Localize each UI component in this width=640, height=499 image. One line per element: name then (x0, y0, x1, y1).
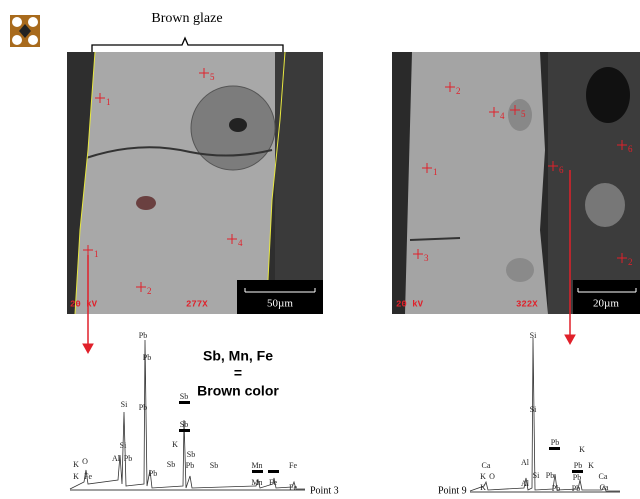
spectrum-point-label: Point 3 (310, 485, 339, 496)
peak-label: Pb (124, 454, 132, 463)
peak-label: K (73, 472, 79, 481)
point-label: 5 (210, 72, 215, 82)
peak-label: Si (120, 441, 127, 450)
peak-label: Pb (143, 353, 151, 362)
peak-label: Pb (139, 331, 147, 340)
peak-label: K (579, 445, 585, 454)
logo-icon (10, 15, 40, 47)
note-elements: Sb, Mn, Fe (203, 348, 273, 364)
point-label: 6 (559, 165, 564, 175)
note-equals: = (234, 365, 242, 381)
peak-label: Mn (251, 478, 262, 487)
point-label: 2 (147, 286, 152, 296)
peak-label: K (588, 461, 594, 470)
peak-label: Pb (552, 484, 560, 493)
peak-label: Ca (599, 472, 608, 481)
point-label: 1 (106, 97, 111, 107)
point-label: 2 (456, 86, 461, 96)
peak-label: Sb (210, 461, 218, 470)
peak-label: Ca (600, 483, 609, 492)
peak-label: Sb (167, 460, 175, 469)
voltage-label: 20 kV (396, 299, 424, 309)
peak-label: Pb (573, 473, 581, 482)
peak-label: Sb (187, 450, 195, 459)
peak-label: Ca (482, 461, 491, 470)
peak-label: Pb (139, 403, 147, 412)
point-label: 1 (94, 249, 99, 259)
peak-label: Al (521, 458, 530, 467)
peak-label: Si (121, 400, 128, 409)
peak-label: Pb (149, 469, 157, 478)
peak-label: Pb (546, 471, 554, 480)
peak-label: Fe (289, 483, 297, 492)
sem-image-right (392, 52, 640, 314)
peak-label: Pb (572, 484, 580, 493)
peak-label: Pb (551, 438, 559, 447)
point-label: 1 (433, 167, 438, 177)
peak-label: Sb (180, 420, 188, 429)
spectrum-point-label: Point 9 (438, 485, 467, 496)
point-label: 4 (238, 238, 243, 248)
brace (92, 38, 283, 52)
note-result: Brown color (197, 383, 279, 399)
peak-label: Pb (574, 461, 582, 470)
peak-label: K (73, 460, 79, 469)
peak-label: K (480, 472, 486, 481)
point-label: 6 (628, 144, 633, 154)
peak-label: Al (521, 479, 530, 488)
peak-label: Si (530, 405, 537, 414)
peak-label: O (82, 457, 88, 466)
figure: Brown glaze (0, 0, 640, 499)
point-label: 4 (500, 111, 505, 121)
magnification-label: 277X (186, 299, 208, 309)
peak-label: Pb (186, 461, 194, 470)
peak-label: Sb (180, 392, 188, 401)
magnification-label: 322X (516, 299, 538, 309)
voltage-label: 20 kV (70, 299, 98, 309)
peak-label: Fe (289, 461, 297, 470)
peak-label: K (172, 440, 178, 449)
figure-label: Brown glaze (151, 11, 222, 26)
peak-label: Mn (251, 461, 262, 470)
peak-label: K (480, 483, 486, 492)
scale-label: 50µm (267, 298, 293, 310)
point-label: 3 (424, 253, 429, 263)
peak-label: Fe (269, 478, 277, 487)
peak-label: Si (530, 331, 537, 340)
sem-image-left (67, 52, 323, 314)
peak-label: Si (533, 471, 540, 480)
peak-label: Al (112, 454, 121, 463)
point-label: 5 (521, 109, 526, 119)
peak-label: Fe (84, 472, 92, 481)
peak-label: O (489, 472, 495, 481)
scale-label: 20µm (593, 298, 619, 310)
point-label: 2 (628, 257, 633, 267)
